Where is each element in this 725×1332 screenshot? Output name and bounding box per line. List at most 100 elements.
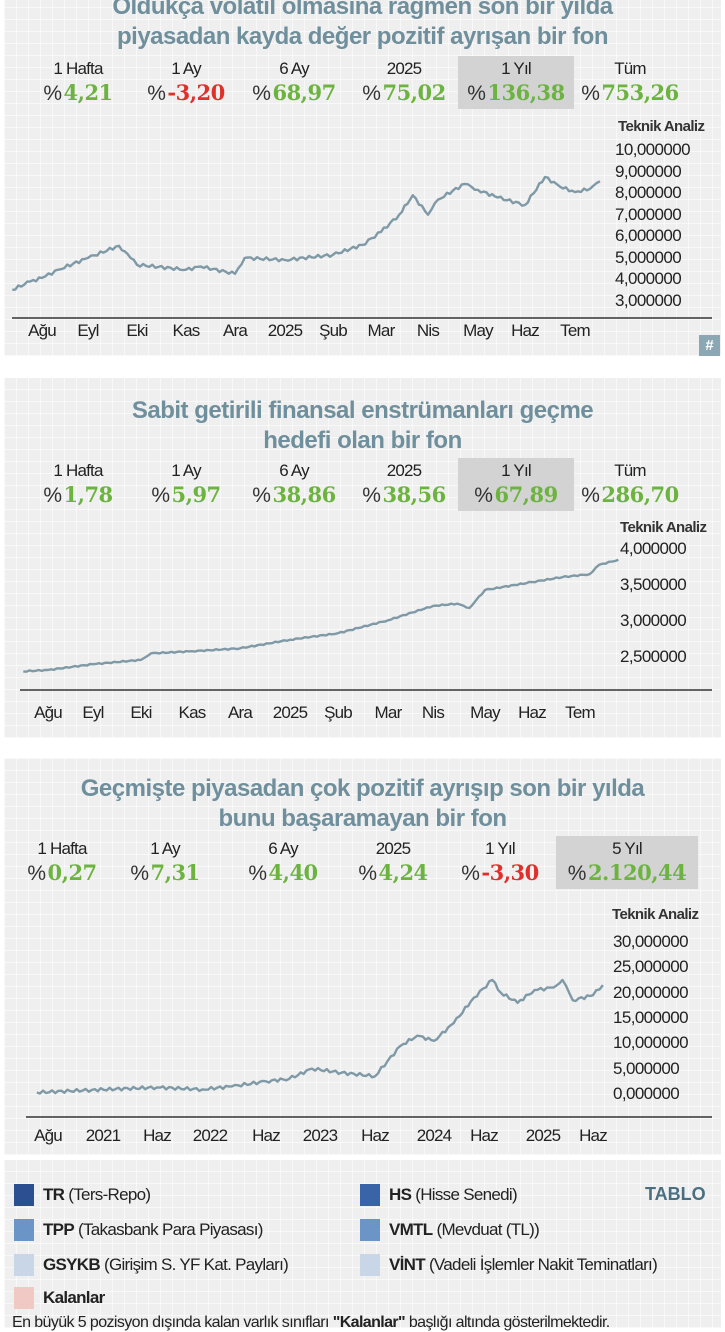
period-label: 1 Yıl — [501, 461, 532, 480]
x-tick-label: May — [470, 703, 501, 722]
y-tick-label: 5,000000 — [613, 1058, 680, 1078]
period-label: 2025 — [386, 461, 422, 480]
x-tick-label: Haz — [470, 1126, 499, 1145]
return-value: 67,89 — [494, 482, 558, 507]
period-value: %0,27 — [4, 860, 120, 887]
period-return-3: 2025 %38,56 — [346, 458, 462, 511]
x-tick-label: Ağu — [34, 703, 63, 722]
legend-item: GSYKB (Girişim S. YF Kat. Payları) — [43, 1254, 289, 1276]
x-tick-label: Haz — [579, 1126, 608, 1145]
percent-sign: % — [151, 484, 170, 507]
axis-title: Teknik Analiz — [620, 519, 707, 536]
period-label: 6 Ay — [268, 839, 298, 858]
legend-code: Kalanlar — [43, 1288, 105, 1307]
percent-sign: % — [581, 484, 600, 507]
x-tick-label: Kas — [172, 321, 201, 340]
legend-item: TR (Ters-Repo) — [43, 1184, 151, 1206]
legend-swatch — [14, 1254, 34, 1276]
return-value: 38,56 — [382, 482, 446, 507]
return-value: 4,40 — [268, 860, 319, 885]
footnote-text-end: başlığı altında gösterilmektedir. — [405, 1314, 610, 1331]
return-value: 136,38 — [487, 80, 565, 105]
x-tick-label: Şub — [324, 703, 353, 722]
period-return-4: 1 Yıl %67,89 — [458, 458, 574, 511]
panel-title: Sabit getirili finansal enstrümanları ge… — [131, 397, 594, 424]
percent-sign: % — [252, 484, 271, 507]
period-label: 1 Ay — [171, 461, 201, 480]
period-value: %4,21 — [20, 80, 136, 107]
footnote-text: En büyük 5 pozisyon dışında kalan varlık… — [12, 1314, 333, 1331]
period-return-1: 1 Ay %5,97 — [128, 458, 244, 511]
legend-title: TABLO — [645, 1184, 706, 1204]
period-value: %68,97 — [236, 80, 352, 107]
period-value: %38,86 — [236, 482, 352, 509]
percent-sign: % — [461, 862, 480, 885]
period-value: %38,56 — [346, 482, 462, 509]
legend-desc: (Girişim S. YF Kat. Payları) — [104, 1255, 289, 1274]
legend-swatch — [360, 1254, 380, 1276]
percent-sign: % — [362, 82, 381, 105]
period-return-5: Tüm %286,70 — [572, 458, 688, 511]
period-return-5: 5 Yıl %2.120,44 — [556, 836, 698, 889]
x-tick-label: May — [463, 321, 494, 340]
legend-item: VMTL (Mevduat (TL)) — [389, 1219, 540, 1241]
return-value: -3,20 — [167, 80, 225, 105]
legend-desc: (Hisse Senedi) — [415, 1185, 517, 1204]
percent-sign: % — [474, 484, 493, 507]
x-tick-label: 2021 — [85, 1126, 121, 1145]
percent-sign: % — [252, 82, 271, 105]
percent-sign: % — [248, 862, 267, 885]
period-return-1: 1 Ay %-3,20 — [128, 56, 244, 109]
period-return-4: 1 Yıl %136,38 — [458, 56, 574, 109]
period-value: %4,24 — [335, 860, 451, 887]
period-label: 2025 — [375, 839, 411, 858]
legend-code: GSYKB — [43, 1255, 101, 1274]
period-label: 1 Ay — [171, 59, 201, 78]
period-return-2: 6 Ay %4,40 — [225, 836, 341, 889]
y-tick-label: 10,000000 — [615, 140, 691, 159]
x-tick-label: Tem — [565, 703, 596, 722]
period-label: 1 Hafta — [53, 59, 103, 78]
legend-code: VİNT — [389, 1255, 426, 1274]
x-tick-label: 2022 — [192, 1126, 228, 1145]
panel-title: bunu başaramayan bir fon — [218, 805, 507, 832]
legend-swatch — [360, 1219, 380, 1241]
period-label: 1 Ay — [150, 839, 180, 858]
x-tick-label: Ağu — [28, 321, 57, 340]
x-tick-label: Haz — [511, 321, 540, 340]
legend-item: VİNT (Vadeli İşlemler Nakit Teminatları) — [389, 1254, 658, 1276]
return-value: -3,30 — [481, 860, 539, 885]
x-tick-label: Eyl — [77, 321, 99, 340]
x-tick-label: 2025 — [267, 321, 303, 340]
period-value: %-3,20 — [128, 80, 244, 107]
period-label: Tüm — [614, 59, 646, 78]
return-value: 753,26 — [601, 80, 679, 105]
period-return-0: 1 Hafta %1,78 — [20, 458, 136, 511]
return-value: 38,86 — [272, 482, 336, 507]
y-tick-label: 10,000000 — [613, 1033, 689, 1053]
return-value: 68,97 — [272, 80, 336, 105]
period-label: 6 Ay — [279, 59, 309, 78]
period-return-0: 1 Hafta %0,27 — [4, 836, 120, 889]
footnote: En büyük 5 pozisyon dışında kalan varlık… — [12, 1314, 610, 1332]
y-tick-label: 3,000000 — [615, 291, 682, 310]
y-tick-label: 0,000000 — [613, 1084, 680, 1103]
legend-code: TPP — [43, 1220, 75, 1239]
legend-swatch — [14, 1219, 34, 1241]
period-value: %7,31 — [107, 860, 223, 887]
percent-sign: % — [581, 82, 600, 105]
period-value: %5,97 — [128, 482, 244, 509]
return-value: 4,21 — [63, 80, 114, 105]
y-tick-label: 8,000000 — [615, 183, 682, 203]
x-tick-label: 2025 — [525, 1126, 561, 1145]
panel-title: Geçmişte piyasadan çok pozitif ayrışıp s… — [80, 775, 645, 802]
axis-title: Teknik Analiz — [618, 118, 705, 135]
x-tick-label: Mar — [367, 321, 396, 340]
y-tick-label: 20,000000 — [613, 982, 689, 1002]
x-tick-label: Kas — [178, 703, 207, 722]
hash-badge[interactable]: # — [699, 335, 720, 356]
period-value: %-3,30 — [442, 860, 558, 887]
percent-sign: % — [358, 862, 377, 885]
x-tick-label: Mar — [374, 703, 403, 722]
x-tick-label: Haz — [518, 703, 547, 722]
